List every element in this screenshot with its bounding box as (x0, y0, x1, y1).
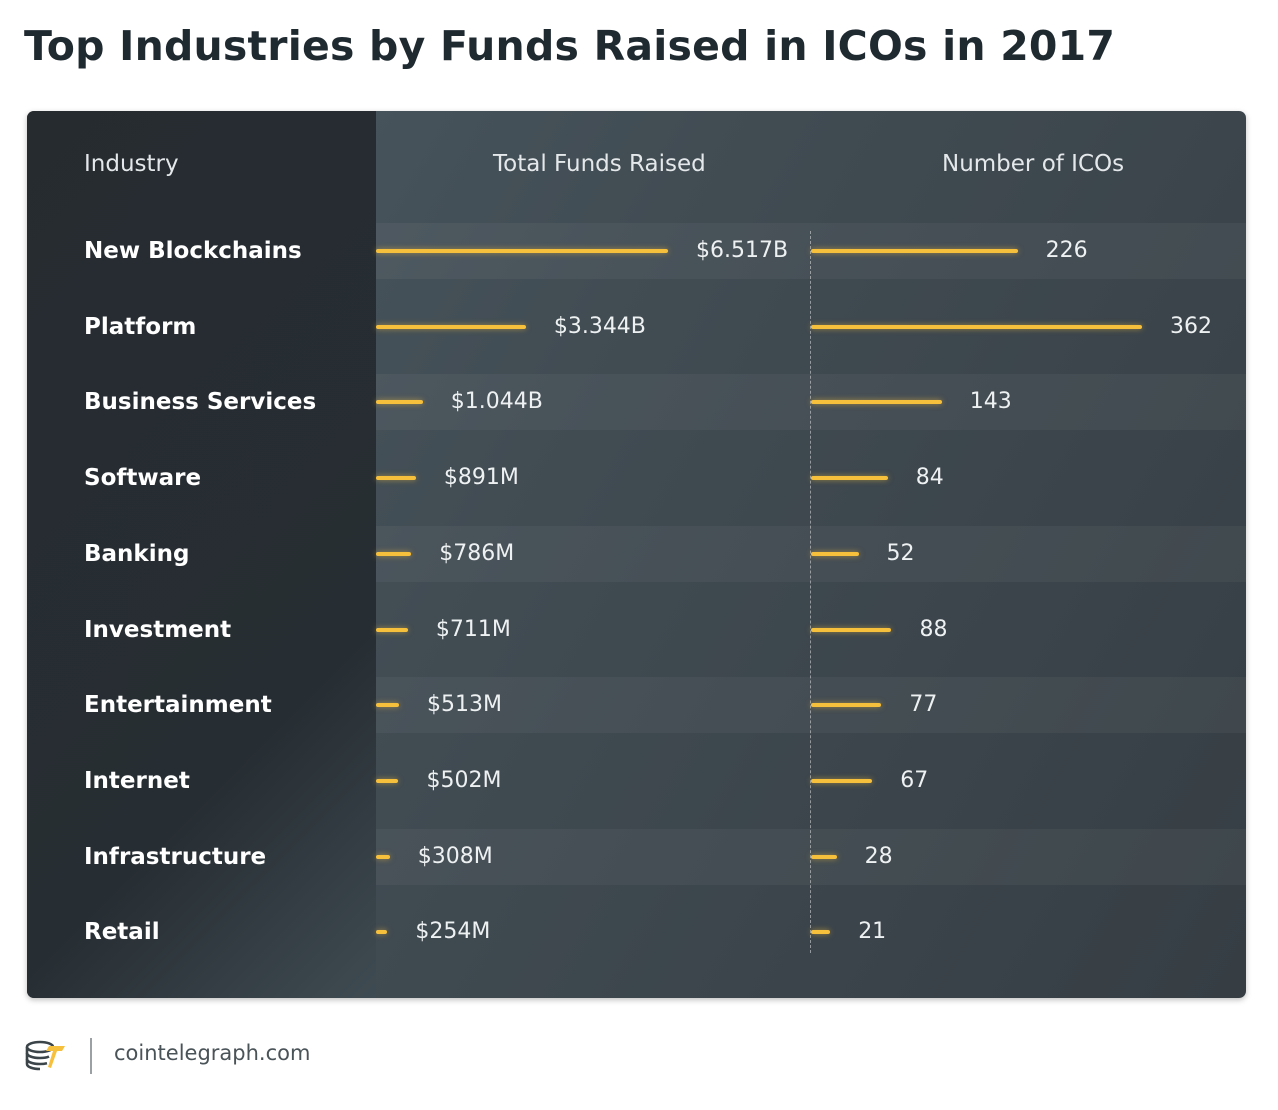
icos-value-label: 88 (919, 616, 948, 642)
icos-bar (811, 400, 942, 405)
funds-bar (376, 703, 399, 708)
funds-value-label: $1.044B (450, 389, 543, 415)
icos-value-label: 67 (900, 767, 929, 793)
funds-bar (376, 249, 668, 253)
funds-bar (376, 930, 388, 935)
icos-bar (811, 778, 873, 783)
funds-value-label: $711M (435, 616, 511, 642)
icos-value-label: 21 (858, 919, 887, 945)
footer-domain: cointelegraph.com (114, 1041, 311, 1065)
icos-bar (811, 854, 837, 859)
industry-label: Banking (84, 540, 190, 567)
icos-value-label: 143 (969, 389, 1012, 415)
icos-value-label: 226 (1045, 238, 1088, 263)
funds-value-label: $891M (443, 465, 519, 491)
icos-value-label: 77 (909, 692, 938, 718)
industry-label: Retail (84, 919, 160, 946)
funds-bar (376, 854, 390, 859)
funds-bar (376, 627, 408, 632)
icos-value-label: 362 (1170, 313, 1212, 339)
funds-bar (376, 476, 416, 481)
industry-label: Business Services (84, 389, 317, 416)
industry-label: Investment (84, 616, 232, 643)
industry-label: Infrastructure (84, 843, 267, 870)
icos-bar (811, 551, 859, 556)
icos-value-label: 84 (915, 465, 944, 491)
funds-bar (376, 324, 526, 329)
header-number-of-icos: Number of ICOs (942, 151, 1125, 177)
funds-bar (376, 778, 399, 783)
column-divider (810, 231, 811, 953)
icos-bar (811, 930, 831, 935)
icos-value-label: 28 (864, 843, 893, 869)
funds-value-label: $786M (439, 540, 515, 566)
funds-value-label: $6.517B (696, 238, 789, 263)
industry-label: Software (84, 465, 202, 492)
funds-bar (376, 400, 423, 405)
industry-sidebar (27, 111, 376, 998)
funds-value-label: $254M (415, 919, 491, 945)
funds-value-label: $3.344B (553, 313, 646, 339)
header-industry: Industry (84, 151, 179, 177)
icos-bar (811, 627, 892, 632)
industry-label: Entertainment (84, 692, 272, 719)
funds-value-label: $502M (426, 767, 502, 793)
chart-title: Top Industries by Funds Raised in ICOs i… (24, 22, 1116, 70)
icos-bar (811, 249, 1018, 253)
funds-value-label: $513M (426, 692, 502, 718)
footer-separator (90, 1038, 92, 1074)
industry-label: Internet (84, 767, 190, 794)
icos-value-label: 52 (886, 540, 915, 566)
icos-bar (811, 476, 888, 481)
funds-value-label: $308M (417, 843, 493, 869)
industry-label: New Blockchains (84, 238, 302, 264)
industry-label: Platform (84, 313, 197, 340)
cointelegraph-logo-icon (25, 1040, 65, 1071)
icos-bar (811, 703, 882, 708)
icos-bar (811, 324, 1142, 329)
funds-bar (376, 551, 412, 556)
header-total-funds: Total Funds Raised (493, 151, 706, 177)
chart-panel: Industry Total Funds Raised Number of IC… (27, 111, 1246, 998)
